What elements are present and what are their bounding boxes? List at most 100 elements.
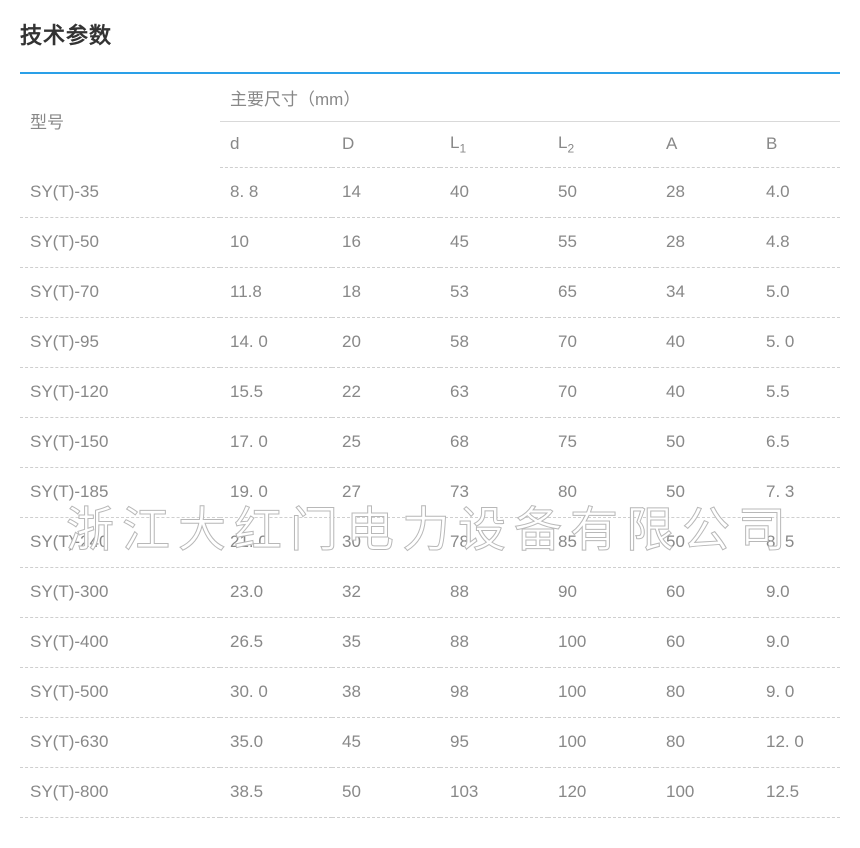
cell-D: 16: [332, 217, 440, 267]
cell-A: 34: [656, 267, 756, 317]
cell-A: 28: [656, 167, 756, 217]
col-header-B: B: [756, 121, 840, 167]
table-row: SY(T)-40026.53588100609.0: [20, 617, 840, 667]
cell-L2: 100: [548, 617, 656, 667]
cell-L2: 80: [548, 467, 656, 517]
cell-A: 28: [656, 217, 756, 267]
cell-model: SY(T)-50: [20, 217, 220, 267]
col-header-L1: L1: [440, 121, 548, 167]
cell-d: 11.8: [220, 267, 332, 317]
cell-L2: 65: [548, 267, 656, 317]
table-row: SY(T)-50030. 03898100809. 0: [20, 667, 840, 717]
cell-B: 5.0: [756, 267, 840, 317]
table-row: SY(T)-63035.045951008012. 0: [20, 717, 840, 767]
cell-L2: 100: [548, 717, 656, 767]
cell-L2: 90: [548, 567, 656, 617]
cell-L1: 95: [440, 717, 548, 767]
cell-L1: 88: [440, 617, 548, 667]
cell-model: SY(T)-300: [20, 567, 220, 617]
cell-L1: 53: [440, 267, 548, 317]
cell-d: 26.5: [220, 617, 332, 667]
cell-d: 21. 0: [220, 517, 332, 567]
cell-B: 4.0: [756, 167, 840, 217]
cell-B: 12.5: [756, 767, 840, 817]
cell-L1: 45: [440, 217, 548, 267]
table-row: SY(T)-12015.5226370405.5: [20, 367, 840, 417]
cell-B: 9. 0: [756, 667, 840, 717]
cell-L1: 68: [440, 417, 548, 467]
table-row: SY(T)-9514. 0205870405. 0: [20, 317, 840, 367]
cell-model: SY(T)-800: [20, 767, 220, 817]
cell-D: 45: [332, 717, 440, 767]
table-row: SY(T)-15017. 0256875506.5: [20, 417, 840, 467]
cell-L2: 70: [548, 317, 656, 367]
cell-L1: 78: [440, 517, 548, 567]
cell-model: SY(T)-150: [20, 417, 220, 467]
cell-B: 7. 3: [756, 467, 840, 517]
cell-L1: 40: [440, 167, 548, 217]
cell-B: 9.0: [756, 617, 840, 667]
cell-d: 19. 0: [220, 467, 332, 517]
cell-A: 40: [656, 317, 756, 367]
table-row: SY(T)-7011.8185365345.0: [20, 267, 840, 317]
cell-L2: 75: [548, 417, 656, 467]
cell-d: 38.5: [220, 767, 332, 817]
cell-d: 23.0: [220, 567, 332, 617]
cell-B: 5. 0: [756, 317, 840, 367]
cell-L2: 85: [548, 517, 656, 567]
cell-D: 35: [332, 617, 440, 667]
table-row: SY(T)-24021. 0307885508. 5: [20, 517, 840, 567]
spec-table: 型号 主要尺寸（mm） d D L1 L2 A B SY(T)-358. 814…: [20, 72, 840, 818]
cell-A: 50: [656, 467, 756, 517]
cell-L2: 100: [548, 667, 656, 717]
cell-D: 38: [332, 667, 440, 717]
cell-L1: 73: [440, 467, 548, 517]
table-row: SY(T)-5010164555284.8: [20, 217, 840, 267]
cell-d: 8. 8: [220, 167, 332, 217]
cell-model: SY(T)-120: [20, 367, 220, 417]
cell-A: 80: [656, 667, 756, 717]
cell-A: 60: [656, 567, 756, 617]
cell-model: SY(T)-400: [20, 617, 220, 667]
cell-B: 9.0: [756, 567, 840, 617]
cell-A: 60: [656, 617, 756, 667]
cell-model: SY(T)-185: [20, 467, 220, 517]
cell-model: SY(T)-240: [20, 517, 220, 567]
cell-L2: 50: [548, 167, 656, 217]
table-row: SY(T)-80038.55010312010012.5: [20, 767, 840, 817]
cell-B: 4.8: [756, 217, 840, 267]
col-header-L2: L2: [548, 121, 656, 167]
cell-model: SY(T)-70: [20, 267, 220, 317]
col-header-D: D: [332, 121, 440, 167]
cell-model: SY(T)-630: [20, 717, 220, 767]
cell-D: 32: [332, 567, 440, 617]
col-header-d: d: [220, 121, 332, 167]
table-body: SY(T)-358. 8144050284.0SY(T)-50101645552…: [20, 167, 840, 817]
page-title: 技术参数: [20, 18, 840, 50]
col-header-model: 型号: [20, 73, 220, 167]
cell-B: 6.5: [756, 417, 840, 467]
cell-D: 27: [332, 467, 440, 517]
cell-D: 30: [332, 517, 440, 567]
cell-A: 50: [656, 517, 756, 567]
cell-D: 50: [332, 767, 440, 817]
col-header-L2-sub: 2: [567, 141, 574, 155]
table-row: SY(T)-358. 8144050284.0: [20, 167, 840, 217]
cell-A: 50: [656, 417, 756, 467]
cell-model: SY(T)-95: [20, 317, 220, 367]
cell-L2: 70: [548, 367, 656, 417]
cell-B: 12. 0: [756, 717, 840, 767]
col-header-group: 主要尺寸（mm）: [220, 73, 840, 121]
cell-model: SY(T)-35: [20, 167, 220, 217]
cell-d: 14. 0: [220, 317, 332, 367]
cell-d: 10: [220, 217, 332, 267]
cell-L1: 58: [440, 317, 548, 367]
cell-B: 8. 5: [756, 517, 840, 567]
cell-d: 35.0: [220, 717, 332, 767]
cell-L2: 55: [548, 217, 656, 267]
cell-A: 40: [656, 367, 756, 417]
cell-model: SY(T)-500: [20, 667, 220, 717]
cell-D: 14: [332, 167, 440, 217]
table-row: SY(T)-18519. 0277380507. 3: [20, 467, 840, 517]
cell-A: 100: [656, 767, 756, 817]
